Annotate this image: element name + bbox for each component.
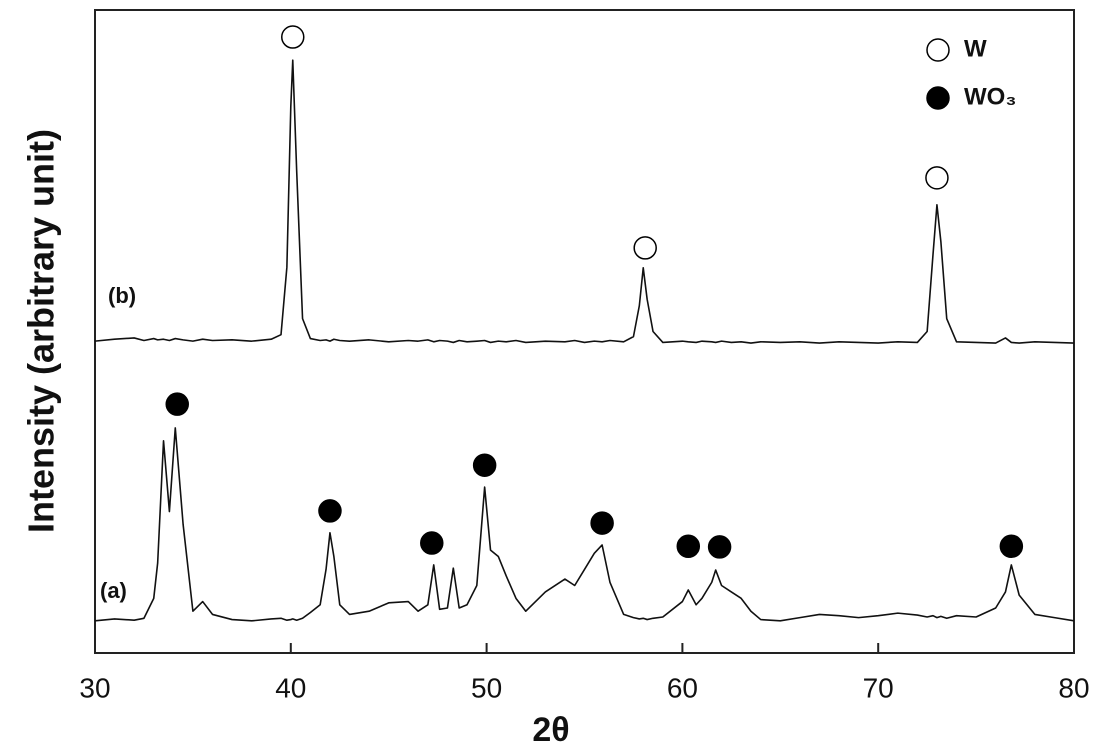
plot-frame (94, 9, 1075, 654)
x-tick-label: 60 (667, 672, 698, 703)
peak-marker (420, 531, 444, 555)
series-label: (b) (108, 283, 136, 308)
legend-symbol (926, 86, 950, 110)
x-tick-label: 30 (79, 672, 110, 703)
series-line (94, 59, 1075, 344)
peak-marker (633, 236, 657, 260)
x-tick-label: 40 (275, 672, 306, 703)
peak-marker (999, 534, 1024, 559)
y-axis-title: Intensity (arbitrary unit) (21, 129, 62, 533)
legend-label: W (964, 35, 987, 62)
series-label: (a) (100, 578, 127, 603)
peak-marker (165, 392, 189, 416)
peak-marker (590, 511, 614, 535)
x-axis-title: 2θ (532, 711, 569, 749)
x-tick-label: 50 (471, 672, 502, 703)
peak-marker (281, 25, 305, 49)
legend-label: WO₃ (964, 83, 1016, 110)
peak-marker (318, 499, 342, 523)
peak-marker (925, 166, 949, 190)
x-tick-label: 80 (1058, 672, 1089, 703)
series-line (94, 427, 1075, 622)
peak-marker (676, 534, 701, 559)
peak-marker (707, 535, 732, 559)
x-tick-label: 70 (863, 672, 894, 703)
peak-marker (472, 453, 497, 477)
legend-symbol (926, 38, 950, 62)
